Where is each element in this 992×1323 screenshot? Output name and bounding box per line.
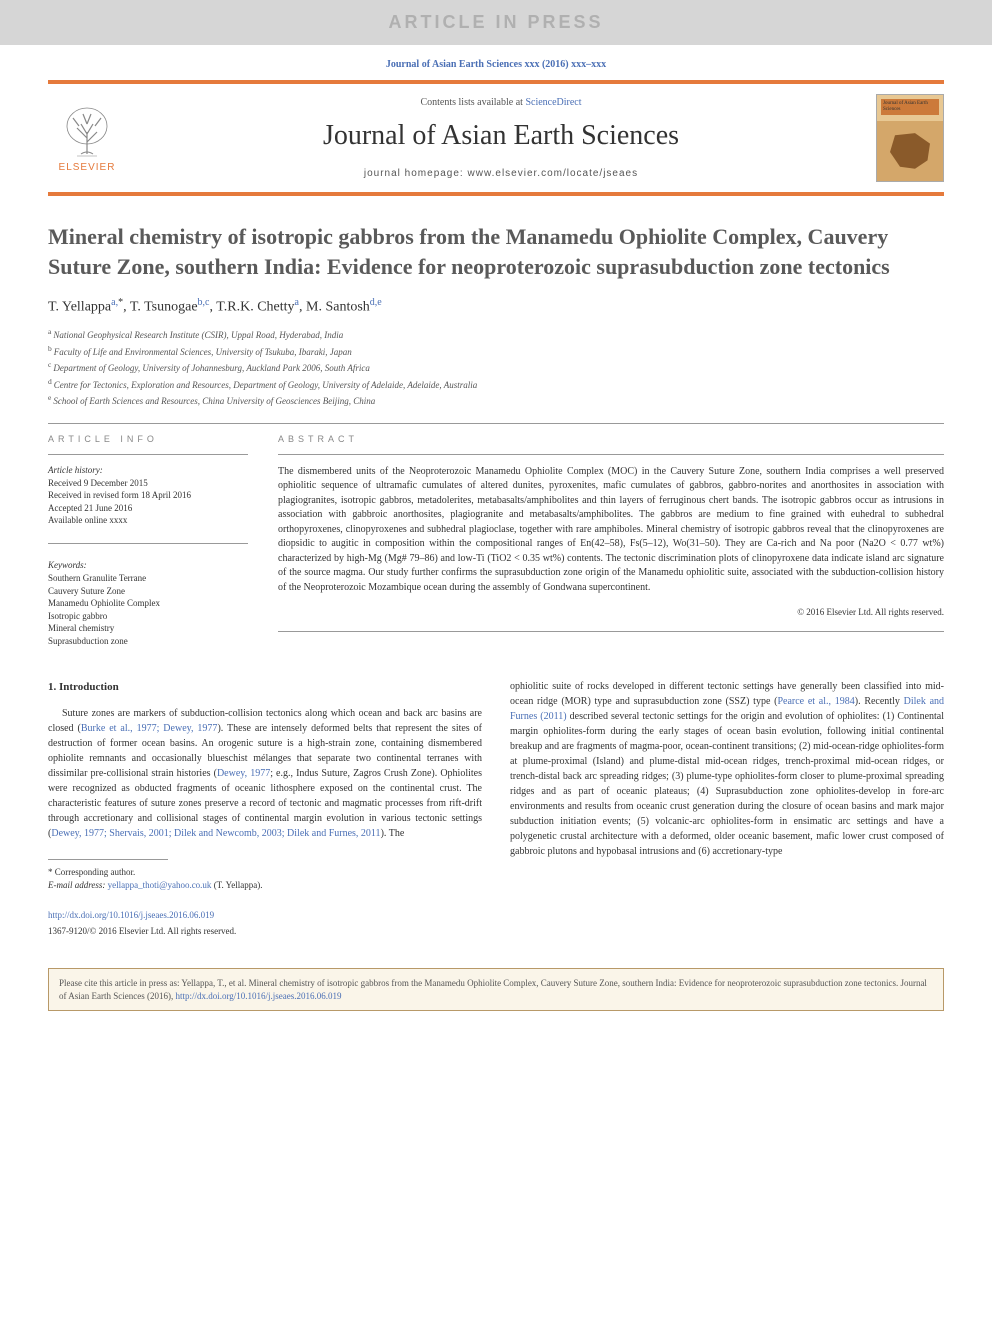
header-center: Contents lists available at ScienceDirec… (126, 97, 876, 179)
abstract-text: The dismembered units of the Neoproteroz… (278, 465, 944, 596)
abstract-header: ABSTRACT (278, 434, 944, 444)
keywords-label: Keywords: (48, 560, 248, 570)
keyword: Manamedu Ophiolite Complex (48, 597, 248, 610)
divider (48, 423, 944, 424)
divider (278, 631, 944, 632)
article-title: Mineral chemistry of isotropic gabbros f… (48, 222, 944, 281)
copyright-line: © 2016 Elsevier Ltd. All rights reserved… (278, 607, 944, 617)
divider (278, 454, 944, 455)
history-label: Article history: (48, 465, 248, 475)
citation-link[interactable]: Dewey, 1977 (217, 768, 270, 779)
affiliation: eSchool of Earth Sciences and Resources,… (48, 392, 944, 409)
info-abstract-row: ARTICLE INFO Article history: Received 9… (48, 434, 944, 648)
homepage-line: journal homepage: www.elsevier.com/locat… (126, 168, 876, 179)
keyword: Isotropic gabbro (48, 610, 248, 623)
affiliation: bFaculty of Life and Environmental Scien… (48, 343, 944, 360)
corresponding-author-note: * Corresponding author. E-mail address: … (48, 866, 482, 891)
affiliation: aNational Geophysical Research Institute… (48, 326, 944, 343)
journal-cover-thumbnail: Journal of Asian Earth Sciences (876, 94, 944, 182)
email-link[interactable]: yellappa_thoti@yahoo.co.uk (108, 880, 212, 890)
author: T.R.K. Chetty (216, 300, 294, 315)
keyword: Cauvery Suture Zone (48, 585, 248, 598)
elsevier-logo: ELSEVIER (48, 104, 126, 173)
journal-header-box: ELSEVIER Contents lists available at Sci… (48, 80, 944, 196)
history-item: Received in revised form 18 April 2016 (48, 489, 248, 502)
citation-link[interactable]: Pearce et al., 1984 (777, 696, 854, 707)
body-paragraph: Suture zones are markers of subduction-c… (48, 706, 482, 841)
citation-box: Please cite this article in press as: Ye… (48, 968, 944, 1011)
body-two-column: 1. Introduction Suture zones are markers… (48, 679, 944, 938)
doi-link[interactable]: http://dx.doi.org/10.1016/j.jseaes.2016.… (48, 909, 482, 923)
citation-link[interactable]: Burke et al., 1977; Dewey, 1977 (81, 723, 218, 734)
history-item: Available online xxxx (48, 514, 248, 527)
article-info-column: ARTICLE INFO Article history: Received 9… (48, 434, 248, 648)
keyword: Mineral chemistry (48, 622, 248, 635)
elsevier-label: ELSEVIER (59, 162, 116, 173)
history-item: Accepted 21 June 2016 (48, 502, 248, 515)
sciencedirect-link[interactable]: ScienceDirect (525, 97, 581, 108)
banner-text: ARTICLE IN PRESS (388, 12, 603, 32)
author: T. Tsunogae (130, 300, 198, 315)
divider (48, 454, 248, 455)
affiliation: cDepartment of Geology, University of Jo… (48, 359, 944, 376)
divider (48, 543, 248, 544)
thumb-title: Journal of Asian Earth Sciences (883, 101, 943, 112)
body-left-column: 1. Introduction Suture zones are markers… (48, 679, 482, 938)
abstract-column: ABSTRACT The dismembered units of the Ne… (278, 434, 944, 648)
citation-doi-link[interactable]: http://dx.doi.org/10.1016/j.jseaes.2016.… (175, 991, 341, 1001)
doi-block: http://dx.doi.org/10.1016/j.jseaes.2016.… (48, 909, 482, 938)
issn-line: 1367-9120/© 2016 Elsevier Ltd. All right… (48, 925, 482, 939)
contents-line: Contents lists available at ScienceDirec… (126, 97, 876, 108)
journal-reference-line: Journal of Asian Earth Sciences xxx (201… (48, 59, 944, 70)
thumb-map-icon (885, 131, 935, 173)
intro-heading: 1. Introduction (48, 679, 482, 696)
citation-link[interactable]: Dewey, 1977; Shervais, 2001; Dilek and N… (51, 828, 380, 839)
author: M. Santosh (306, 300, 370, 315)
footnote-separator (48, 859, 168, 860)
affiliation: dCentre for Tectonics, Exploration and R… (48, 376, 944, 393)
history-item: Received 9 December 2015 (48, 477, 248, 490)
article-info-header: ARTICLE INFO (48, 434, 248, 444)
keyword: Suprasubduction zone (48, 635, 248, 648)
journal-name: Journal of Asian Earth Sciences (126, 120, 876, 152)
body-paragraph: ophiolitic suite of rocks developed in d… (510, 679, 944, 859)
body-right-column: ophiolitic suite of rocks developed in d… (510, 679, 944, 938)
affiliations: aNational Geophysical Research Institute… (48, 326, 944, 409)
article-in-press-banner: ARTICLE IN PRESS (0, 0, 992, 45)
keyword: Southern Granulite Terrane (48, 572, 248, 585)
elsevier-tree-icon (59, 104, 115, 160)
authors-line: T. Yellappaa,*, T. Tsunogaeb,c, T.R.K. C… (48, 297, 944, 316)
homepage-url: www.elsevier.com/locate/jseaes (468, 168, 639, 179)
author: T. Yellappa (48, 300, 111, 315)
